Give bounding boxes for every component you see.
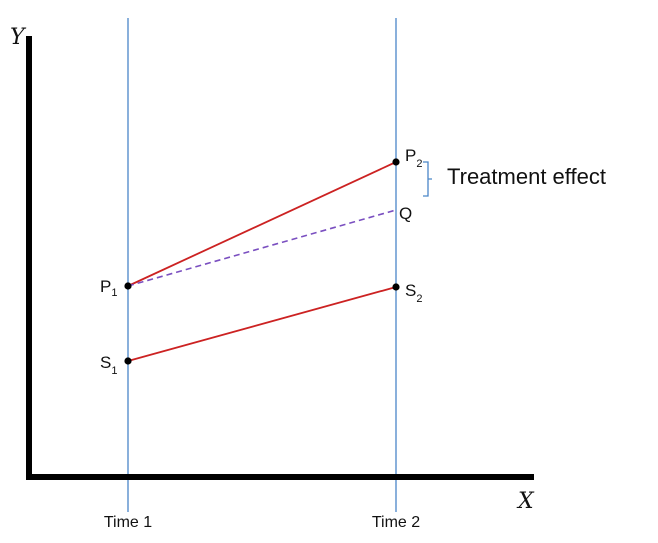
treatment-effect-bracket [423,161,432,197]
label-q: Q [399,204,412,223]
time-2-label: Time 2 [372,514,420,531]
treated-line [127,161,397,287]
counterfactual-line [127,209,397,287]
time-1-label: Time 1 [104,514,152,531]
point-s1 [124,357,132,365]
point-p2 [392,158,400,166]
y-axis-label: Y [10,25,27,50]
control-line [127,286,397,362]
label-p2: P2 [405,146,422,170]
point-p1 [124,282,132,290]
label-s1: S1 [100,353,117,377]
label-s2: S2 [405,281,422,305]
point-s2 [392,283,400,291]
treatment-effect-label: Treatment effect [447,164,606,189]
x-axis-label: X [516,489,535,514]
label-p1: P1 [100,277,117,299]
